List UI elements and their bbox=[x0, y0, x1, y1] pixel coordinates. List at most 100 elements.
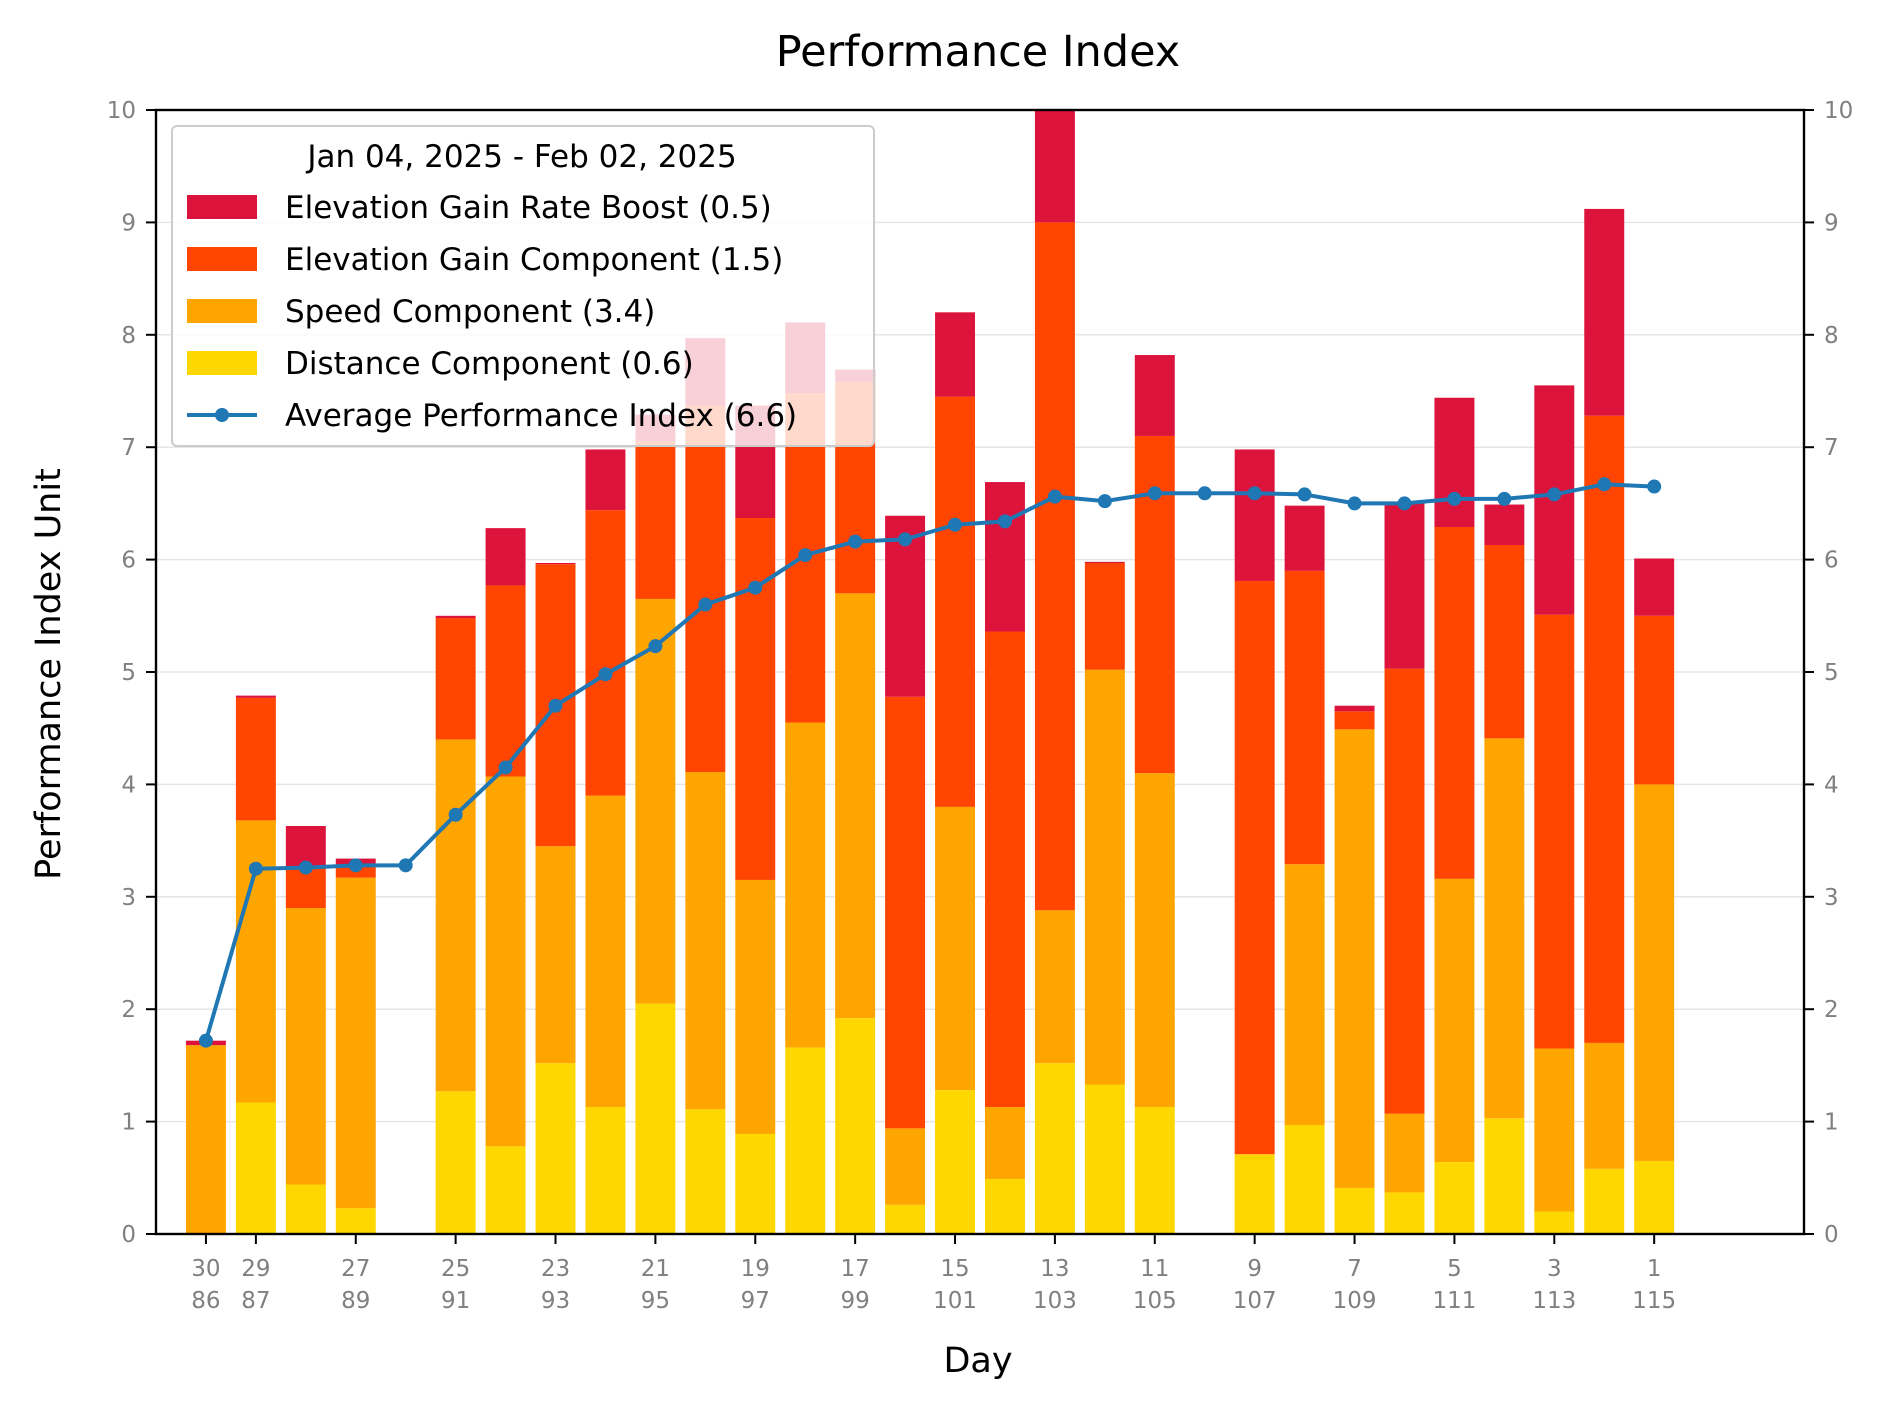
bar-segment bbox=[435, 618, 476, 740]
x-tick-label-day: 109 bbox=[1333, 1288, 1377, 1314]
average-point bbox=[498, 760, 513, 775]
y-axis-title: Performance Index Unit bbox=[29, 468, 69, 880]
bar-segment bbox=[1334, 705, 1375, 712]
average-point bbox=[1647, 479, 1662, 494]
y-tick-label-right: 9 bbox=[1824, 210, 1839, 236]
bar-segment bbox=[535, 562, 576, 565]
y-tick-label-right: 3 bbox=[1824, 885, 1839, 911]
bar-segment bbox=[685, 772, 726, 1110]
legend-box bbox=[171, 125, 875, 447]
x-tick-label-days-remaining: 23 bbox=[541, 1256, 570, 1282]
average-line-group bbox=[198, 477, 1662, 1048]
average-point bbox=[1197, 486, 1212, 501]
y-tick-label: 8 bbox=[121, 323, 136, 349]
y-tick-label: 1 bbox=[121, 1110, 136, 1136]
average-point bbox=[448, 807, 463, 822]
average-point bbox=[997, 514, 1012, 529]
bar-segment bbox=[1434, 397, 1475, 528]
bar-segment bbox=[1484, 504, 1525, 545]
bar-segment bbox=[235, 695, 276, 698]
bar-segment bbox=[1234, 1154, 1275, 1234]
bar-segment bbox=[1334, 1187, 1375, 1234]
legend-label: Elevation Gain Rate Boost (0.5) bbox=[285, 190, 772, 226]
bar-segment bbox=[885, 1128, 926, 1205]
y-tick-label-right: 1 bbox=[1824, 1110, 1839, 1136]
average-point bbox=[1147, 486, 1162, 501]
average-point bbox=[1497, 491, 1512, 506]
bar-segment bbox=[1584, 208, 1625, 416]
bar-segment bbox=[435, 1091, 476, 1234]
x-tick-label-day: 99 bbox=[841, 1288, 870, 1314]
bar-segment bbox=[1584, 1042, 1625, 1169]
y-tick-label: 4 bbox=[121, 772, 136, 798]
x-tick-label-day: 93 bbox=[541, 1288, 570, 1314]
bar-segment bbox=[1134, 773, 1175, 1107]
legend-title: Jan 04, 2025 - Feb 02, 2025 bbox=[305, 139, 736, 175]
bar-segment bbox=[1084, 562, 1125, 670]
bar-segment bbox=[435, 739, 476, 1092]
bar-segment bbox=[1134, 355, 1175, 436]
bar-segment bbox=[1484, 544, 1525, 739]
average-point bbox=[1397, 496, 1412, 511]
x-tick-label-days-remaining: 7 bbox=[1347, 1256, 1362, 1282]
bar-segment bbox=[1284, 864, 1325, 1125]
bar-segment bbox=[1334, 729, 1375, 1188]
bar-segment bbox=[435, 615, 476, 619]
x-tick-label-days-remaining: 17 bbox=[841, 1256, 870, 1282]
x-tick-label-day: 95 bbox=[641, 1288, 670, 1314]
y-tick-label: 2 bbox=[121, 997, 136, 1023]
average-point bbox=[248, 861, 263, 876]
bar-segment bbox=[1034, 1063, 1075, 1234]
x-tick-label-day: 111 bbox=[1432, 1288, 1476, 1314]
bar-segment bbox=[585, 1106, 626, 1234]
bar-segment bbox=[1434, 1162, 1475, 1234]
bar-segment bbox=[1634, 615, 1675, 785]
x-tick-label-days-remaining: 27 bbox=[341, 1256, 370, 1282]
bar-segment bbox=[785, 1047, 826, 1234]
average-point bbox=[1097, 494, 1112, 509]
bar-segment bbox=[984, 1178, 1025, 1234]
bar-segment bbox=[1284, 570, 1325, 865]
bar-segment bbox=[1584, 415, 1625, 1043]
bar-segment bbox=[984, 1106, 1025, 1179]
bar-segment bbox=[1034, 910, 1075, 1064]
bar-segment bbox=[785, 722, 826, 1048]
y-tick-label: 9 bbox=[121, 210, 136, 236]
bar-segment bbox=[935, 312, 976, 397]
average-point bbox=[798, 548, 813, 563]
average-line bbox=[204, 482, 1655, 1042]
bar-segment bbox=[1484, 738, 1525, 1119]
bar-segment bbox=[335, 877, 376, 1209]
legend-swatch bbox=[187, 351, 257, 375]
y-tick-label-right: 5 bbox=[1824, 660, 1839, 686]
bar-segment bbox=[1334, 711, 1375, 730]
bar-segment bbox=[185, 1045, 226, 1234]
bar-segment bbox=[1034, 110, 1075, 223]
bar-segment bbox=[685, 1109, 726, 1234]
bar-segment bbox=[735, 1133, 776, 1234]
bar-segment bbox=[835, 593, 876, 1019]
x-tick-label-days-remaining: 19 bbox=[741, 1256, 770, 1282]
bar-segment bbox=[335, 1208, 376, 1234]
y-tick-label: 7 bbox=[121, 435, 136, 461]
average-point bbox=[1247, 486, 1262, 501]
average-point bbox=[948, 517, 963, 532]
y-axis-ticks: 0 0 1 1 2 2 3 3 4 4 5 5 6 6 7 7 8 8 9 9 10 10 bbox=[107, 98, 1854, 1248]
x-tick-label-day: 107 bbox=[1233, 1288, 1277, 1314]
bar-segment bbox=[735, 518, 776, 880]
legend-swatch bbox=[187, 195, 257, 219]
average-point bbox=[1547, 487, 1562, 502]
bar-stack-group bbox=[185, 110, 1675, 1234]
legend-label: Average Performance Index (6.6) bbox=[285, 398, 797, 434]
chart-title: Performance Index bbox=[776, 27, 1181, 77]
x-tick-label-day: 91 bbox=[441, 1288, 470, 1314]
x-axis-ticks: 3086298727892591239321951997179915101131… bbox=[191, 1234, 1676, 1314]
legend-marker bbox=[215, 408, 229, 422]
bar-segment bbox=[285, 1184, 326, 1234]
bar-segment bbox=[1534, 1048, 1575, 1212]
bar-segment bbox=[1534, 1211, 1575, 1234]
x-tick-label-day: 97 bbox=[741, 1288, 770, 1314]
bar-segment bbox=[1634, 1160, 1675, 1234]
y-tick-label: 10 bbox=[107, 98, 136, 124]
